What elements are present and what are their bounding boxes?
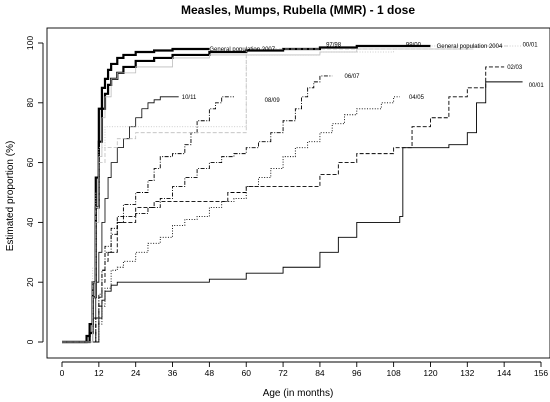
x-tick-label: 72 <box>278 368 288 378</box>
y-tick-label: 60 <box>25 158 35 168</box>
series-line <box>62 75 333 343</box>
x-tick-label: 144 <box>497 368 511 378</box>
series-annotation: 00/01 <box>523 42 539 48</box>
series-line <box>62 81 523 343</box>
x-tick-label: 0 <box>60 368 65 378</box>
series-layer <box>62 44 523 344</box>
x-tick-label: 24 <box>131 368 141 378</box>
plot-frame <box>46 27 550 359</box>
chart-title: Measles, Mumps, Rubella (MMR) - 1 dose <box>181 3 415 17</box>
annotation-layer: General population 2007 General populatio… <box>182 42 545 103</box>
x-tick-label: 60 <box>241 368 251 378</box>
y-axis: 0 20 40 60 80 100 <box>25 36 44 344</box>
series-annotation: 04/05 <box>409 95 425 101</box>
series-line <box>62 96 234 343</box>
x-tick-label: 36 <box>168 368 178 378</box>
y-tick-label: 0 <box>25 339 35 344</box>
x-axis-label: Age (in months) <box>263 388 334 399</box>
series-annotation: 99/00 <box>406 42 422 48</box>
series-annotation: 10/11 <box>182 95 197 101</box>
x-tick-label: 108 <box>387 368 401 378</box>
x-tick-label: 84 <box>315 368 325 378</box>
y-axis-label: Estimated proportion (%) <box>5 141 16 252</box>
x-tick-label: 132 <box>460 368 474 378</box>
series-line <box>62 45 523 343</box>
series-annotation: General population 2007 <box>209 47 275 53</box>
x-tick-label: 48 <box>205 368 215 378</box>
y-tick-label: 100 <box>25 36 35 50</box>
x-tick-label: 120 <box>423 368 437 378</box>
series-annotation: 02/03 <box>507 65 523 71</box>
series-line <box>62 96 400 343</box>
series-line <box>62 45 511 343</box>
series-annotation: 06/07 <box>344 74 360 80</box>
series-line <box>62 96 179 343</box>
series-line <box>62 47 210 344</box>
series-annotation: 97/98 <box>326 42 342 48</box>
x-axis: 0 12 24 36 48 60 72 84 96 108 120 132 144 156 <box>60 361 548 378</box>
x-tick-label: 12 <box>94 368 104 378</box>
x-tick-label: 156 <box>534 368 548 378</box>
series-annotation: 08/09 <box>265 98 281 104</box>
y-tick-label: 20 <box>25 277 35 287</box>
x-tick-label: 96 <box>352 368 362 378</box>
y-tick-label: 80 <box>25 98 35 108</box>
series-annotation: General population 2004 <box>437 44 503 50</box>
y-tick-label: 40 <box>25 217 35 227</box>
series-line <box>62 48 474 343</box>
series-annotation: 00/01 <box>529 83 545 89</box>
